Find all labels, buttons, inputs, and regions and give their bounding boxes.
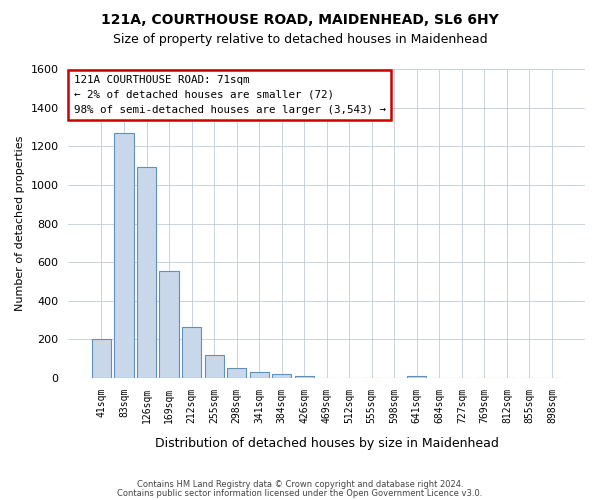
Y-axis label: Number of detached properties: Number of detached properties: [15, 136, 25, 312]
Bar: [115, 133, 134, 378]
Bar: [92, 340, 111, 378]
Bar: [160, 271, 179, 378]
Text: 121A COURTHOUSE ROAD: 71sqm
← 2% of detached houses are smaller (72)
98% of semi: 121A COURTHOUSE ROAD: 71sqm ← 2% of deta…: [74, 75, 386, 115]
Bar: [407, 376, 427, 378]
Bar: [182, 327, 201, 378]
Bar: [272, 374, 291, 378]
Text: Size of property relative to detached houses in Maidenhead: Size of property relative to detached ho…: [113, 32, 487, 46]
X-axis label: Distribution of detached houses by size in Maidenhead: Distribution of detached houses by size …: [155, 437, 499, 450]
Bar: [137, 166, 156, 378]
Bar: [227, 368, 246, 378]
Bar: [250, 372, 269, 378]
Bar: [295, 376, 314, 378]
Text: 121A, COURTHOUSE ROAD, MAIDENHEAD, SL6 6HY: 121A, COURTHOUSE ROAD, MAIDENHEAD, SL6 6…: [101, 12, 499, 26]
Bar: [205, 355, 224, 378]
Text: Contains public sector information licensed under the Open Government Licence v3: Contains public sector information licen…: [118, 488, 482, 498]
Text: Contains HM Land Registry data © Crown copyright and database right 2024.: Contains HM Land Registry data © Crown c…: [137, 480, 463, 489]
